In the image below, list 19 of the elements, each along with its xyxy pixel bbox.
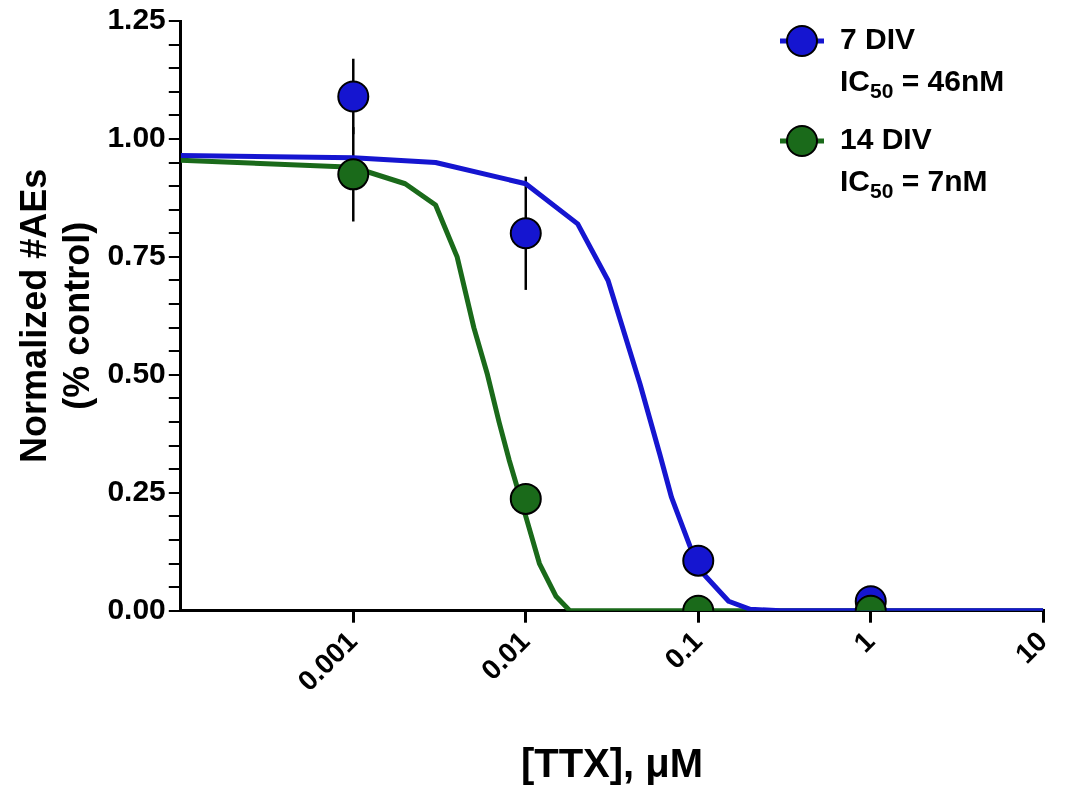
y-tick-label: 0.75: [107, 238, 166, 272]
point: [682, 544, 715, 577]
y-tick-label: 0.25: [107, 474, 166, 508]
x-tick-label: 10: [1008, 625, 1053, 670]
y-tick-label: 1.00: [107, 120, 166, 154]
x-tick-label: 0.1: [658, 625, 708, 675]
x-tick-label: 1: [847, 625, 881, 659]
point: [509, 217, 542, 250]
y-tick-label: 1.25: [107, 2, 166, 36]
y-axis-title: Normalized #AEs (% control): [12, 168, 97, 463]
point: [509, 482, 542, 515]
x-axis-title: [TTX], μM: [520, 741, 704, 786]
point: [337, 158, 370, 191]
legend-label: 14 DIV: [840, 122, 932, 156]
legend-label: 7 DIV: [840, 22, 916, 56]
y-tick-label: 0.50: [107, 356, 166, 390]
x-tick-label: 0.01: [475, 625, 536, 686]
y-tick-label: 0.00: [107, 591, 166, 625]
point: [337, 80, 370, 113]
